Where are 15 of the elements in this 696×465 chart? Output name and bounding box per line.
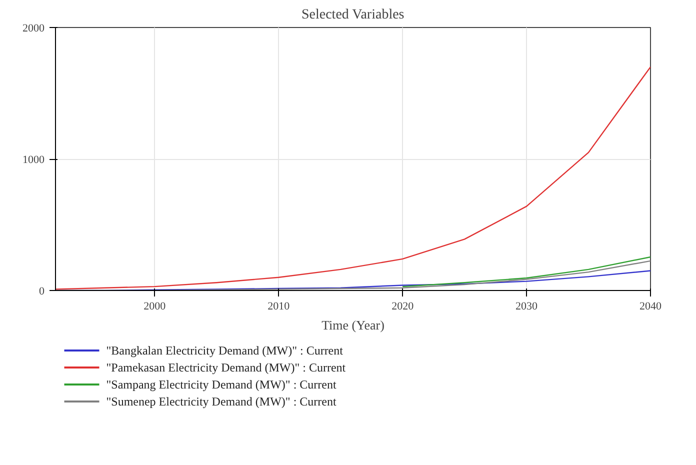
- legend-label: "Sumenep Electricity Demand (MW)" : Current: [106, 394, 337, 408]
- chart-title: Selected Variables: [301, 8, 404, 22]
- y-tick-label: 0: [39, 286, 45, 298]
- legend-label: "Pamekasan Electricity Demand (MW)" : Current: [106, 360, 346, 374]
- legend-label: "Bangkalan Electricity Demand (MW)" : Current: [106, 344, 344, 358]
- x-tick-label: 2040: [640, 300, 662, 312]
- x-tick-label: 2010: [268, 300, 290, 312]
- x-tick-label: 2020: [392, 300, 414, 312]
- x-tick-label: 2000: [144, 300, 166, 312]
- x-tick-label: 2030: [516, 300, 538, 312]
- line-series: [402, 256, 650, 288]
- legend-label: "Sampang Electricity Demand (MW)" : Current: [106, 378, 337, 392]
- y-tick-label: 1000: [22, 154, 45, 166]
- x-axis-title: Time (Year): [322, 318, 384, 332]
- y-tick-label: 2000: [22, 22, 45, 34]
